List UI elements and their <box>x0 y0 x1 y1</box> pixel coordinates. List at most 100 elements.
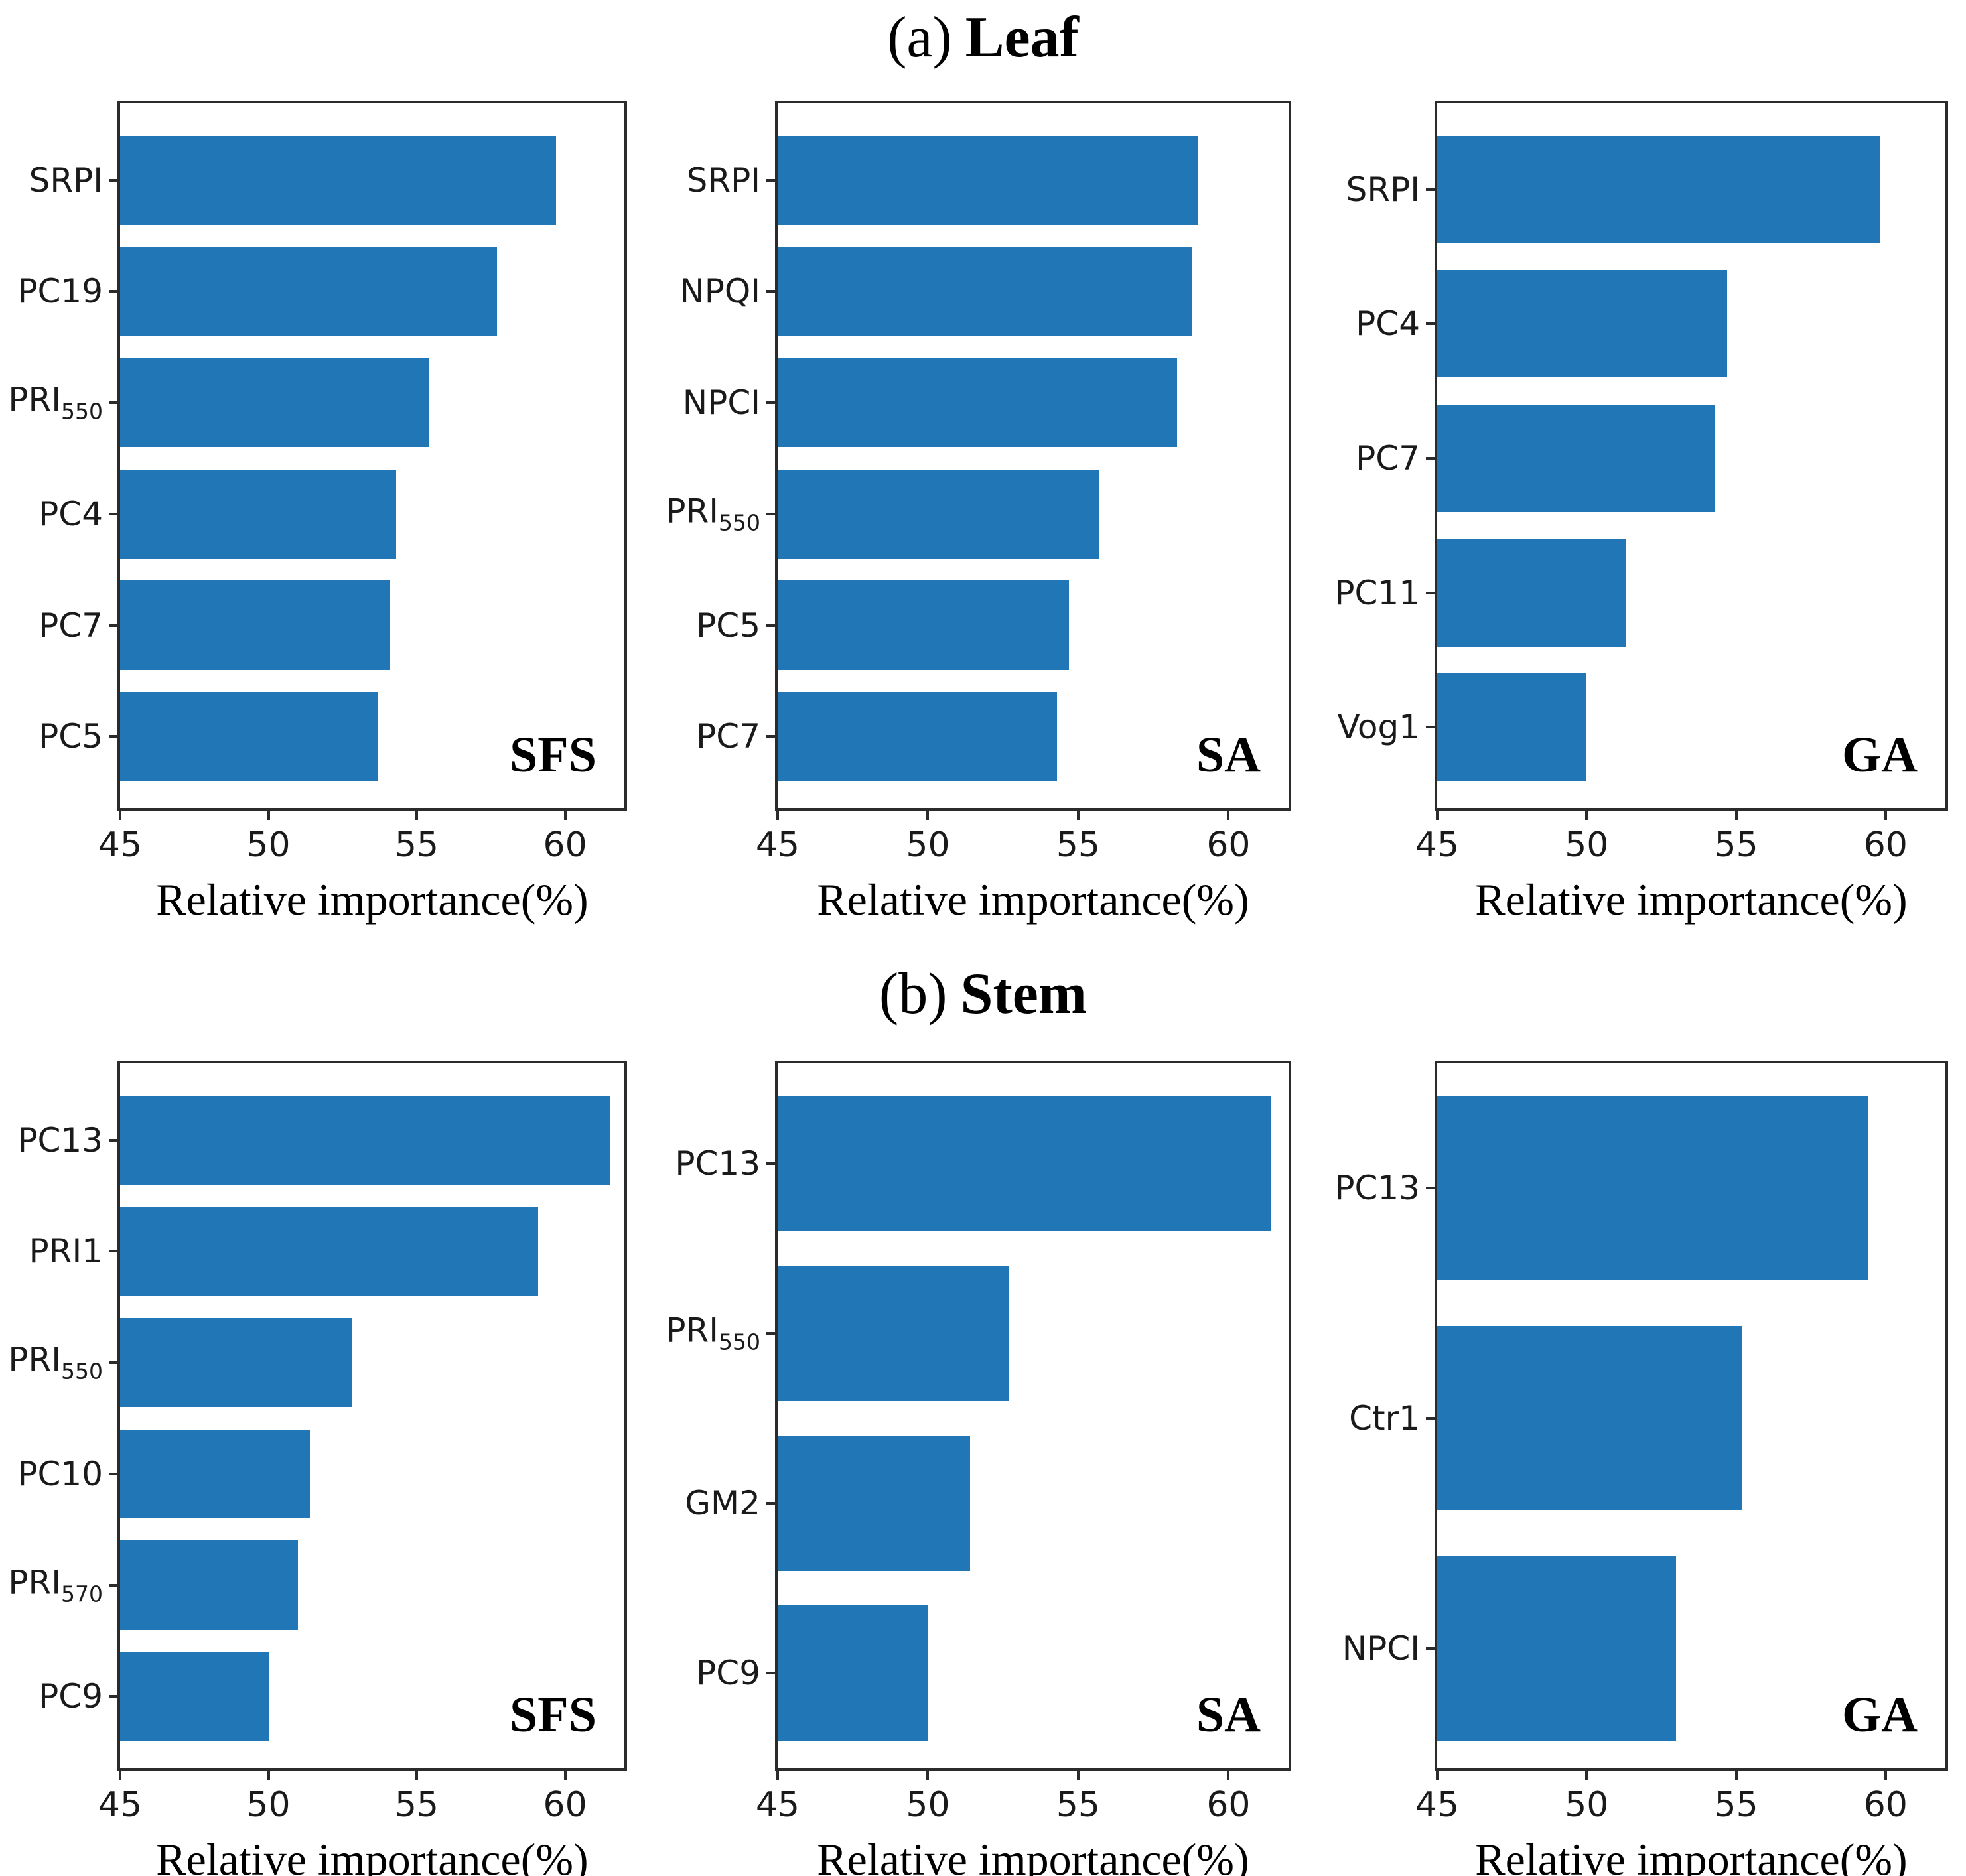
y-tick-mark <box>766 290 778 293</box>
category-label-subscript: 550 <box>61 1358 103 1384</box>
x-tick-label: 50 <box>246 1785 291 1825</box>
x-tick-label: 55 <box>1714 825 1758 865</box>
bar <box>1437 1326 1742 1510</box>
x-tick-label: 45 <box>755 825 800 865</box>
x-tick-label: 60 <box>1863 1785 1908 1825</box>
bar <box>778 1265 1009 1402</box>
bar <box>120 247 497 336</box>
method-label: SA <box>1196 727 1261 783</box>
category-label-subscript: 550 <box>719 1329 760 1355</box>
category-label: PRI550 <box>8 383 103 423</box>
y-tick-mark <box>766 1332 778 1335</box>
bar <box>778 247 1193 336</box>
category-label-text: SRPI <box>29 161 103 200</box>
x-tick-label: 55 <box>1056 1785 1101 1825</box>
category-label: PC7 <box>1356 442 1420 475</box>
category-label: PC5 <box>696 609 760 642</box>
x-tick-label: 50 <box>246 825 291 865</box>
x-tick-mark <box>267 808 270 820</box>
bar <box>120 1318 352 1408</box>
y-tick-mark <box>109 1361 120 1365</box>
category-label-text: Vog1 <box>1337 708 1420 747</box>
x-tick-label: 45 <box>755 1785 800 1825</box>
y-tick-mark <box>1426 1417 1437 1420</box>
x-tick-label: 60 <box>1863 825 1908 865</box>
y-tick-mark <box>1426 457 1437 460</box>
category-label: PC5 <box>38 720 103 753</box>
x-tick-mark <box>1884 808 1887 820</box>
y-tick-mark <box>766 624 778 627</box>
category-label: NPCI <box>683 386 760 419</box>
x-tick-label: 60 <box>543 1785 587 1825</box>
category-label-text: PC10 <box>17 1454 103 1493</box>
x-tick-mark <box>415 808 419 820</box>
chart-leaf-sa: SRPI NPQI NPCI PRI550 PC5 PC7 45 50 55 60 SA Relati… <box>666 101 1291 922</box>
category-label-text: PC9 <box>38 1677 103 1716</box>
y-tick-mark <box>109 512 120 515</box>
y-tick-mark <box>109 735 120 738</box>
panel-b-name: Stem <box>960 962 1088 1026</box>
y-tick-mark <box>766 401 778 405</box>
x-tick-mark <box>267 1768 270 1780</box>
x-axis-title: Relative importance(%) <box>1475 1834 1908 1876</box>
category-label-text: PC7 <box>38 606 103 645</box>
category-label: PC10 <box>17 1457 103 1491</box>
bar <box>120 358 429 448</box>
x-tick-mark <box>1076 1768 1080 1780</box>
category-label: PRI1 <box>29 1235 103 1268</box>
category-label-text: PC11 <box>1334 573 1420 612</box>
chart-stem-sa: PC13 PRI550 GM2 PC9 45 50 55 60 SA Relative impor… <box>666 1061 1291 1876</box>
category-label-text: PC13 <box>17 1120 103 1160</box>
bar <box>778 692 1058 781</box>
y-tick-mark <box>109 1583 120 1587</box>
category-label: PC11 <box>1334 576 1420 610</box>
category-label-text: SRPI <box>1346 170 1420 209</box>
category-label: PRI570 <box>8 1566 103 1605</box>
x-tick-label: 50 <box>906 825 950 865</box>
chart-stem-ga: PC13 Ctr1 NPCI 45 50 55 60 GA Relative importanc… <box>1334 1061 1948 1876</box>
method-label: GA <box>1842 1687 1918 1743</box>
category-label-text: Ctr1 <box>1349 1399 1420 1438</box>
bar <box>1437 539 1626 647</box>
category-label-text: PC5 <box>38 717 103 756</box>
x-tick-mark <box>1585 808 1588 820</box>
category-label-text: GM2 <box>685 1483 760 1522</box>
y-tick-mark <box>766 512 778 515</box>
x-axis-title: Relative importance(%) <box>156 1834 589 1876</box>
x-tick-mark <box>776 808 779 820</box>
bar <box>120 469 396 559</box>
panel-a-title: (a) Leaf <box>0 4 1966 71</box>
bar <box>1437 1556 1677 1741</box>
chart-leaf-ga: SRPI PC4 PC7 PC11 Vog1 45 50 55 60 GA Relative imp… <box>1334 101 1948 922</box>
category-label-text: PRI <box>666 1311 719 1350</box>
bar <box>778 1605 928 1741</box>
category-label: PRI550 <box>666 1314 760 1353</box>
x-tick-mark <box>1227 808 1230 820</box>
panel-a-index: (a) <box>887 5 952 70</box>
category-label: Ctr1 <box>1349 1402 1420 1435</box>
category-label-text: PC19 <box>17 272 103 311</box>
category-label-text: PRI <box>8 380 61 419</box>
x-tick-label: 60 <box>543 825 587 865</box>
x-axis-title: Relative importance(%) <box>817 874 1249 925</box>
y-tick-mark <box>1426 591 1437 594</box>
category-label-text: PC5 <box>696 606 760 645</box>
category-label-subscript: 570 <box>61 1581 103 1607</box>
y-tick-mark <box>109 1695 120 1698</box>
category-label: SRPI <box>687 164 760 197</box>
y-tick-mark <box>109 1138 120 1142</box>
category-label: PC19 <box>17 275 103 308</box>
bar <box>1437 135 1880 243</box>
x-axis-title: Relative importance(%) <box>1475 874 1908 925</box>
category-label: PC4 <box>38 498 103 531</box>
category-label: Vog1 <box>1338 710 1420 744</box>
x-tick-label: 60 <box>1206 1785 1251 1825</box>
bar <box>1437 404 1716 513</box>
x-tick-label: 55 <box>1056 825 1101 865</box>
y-tick-mark <box>766 1162 778 1166</box>
x-tick-label: 50 <box>1565 1785 1609 1825</box>
category-label: PC7 <box>696 720 760 753</box>
category-label: PC13 <box>675 1147 760 1180</box>
x-tick-mark <box>1227 1768 1230 1780</box>
category-label: GM2 <box>685 1487 760 1520</box>
